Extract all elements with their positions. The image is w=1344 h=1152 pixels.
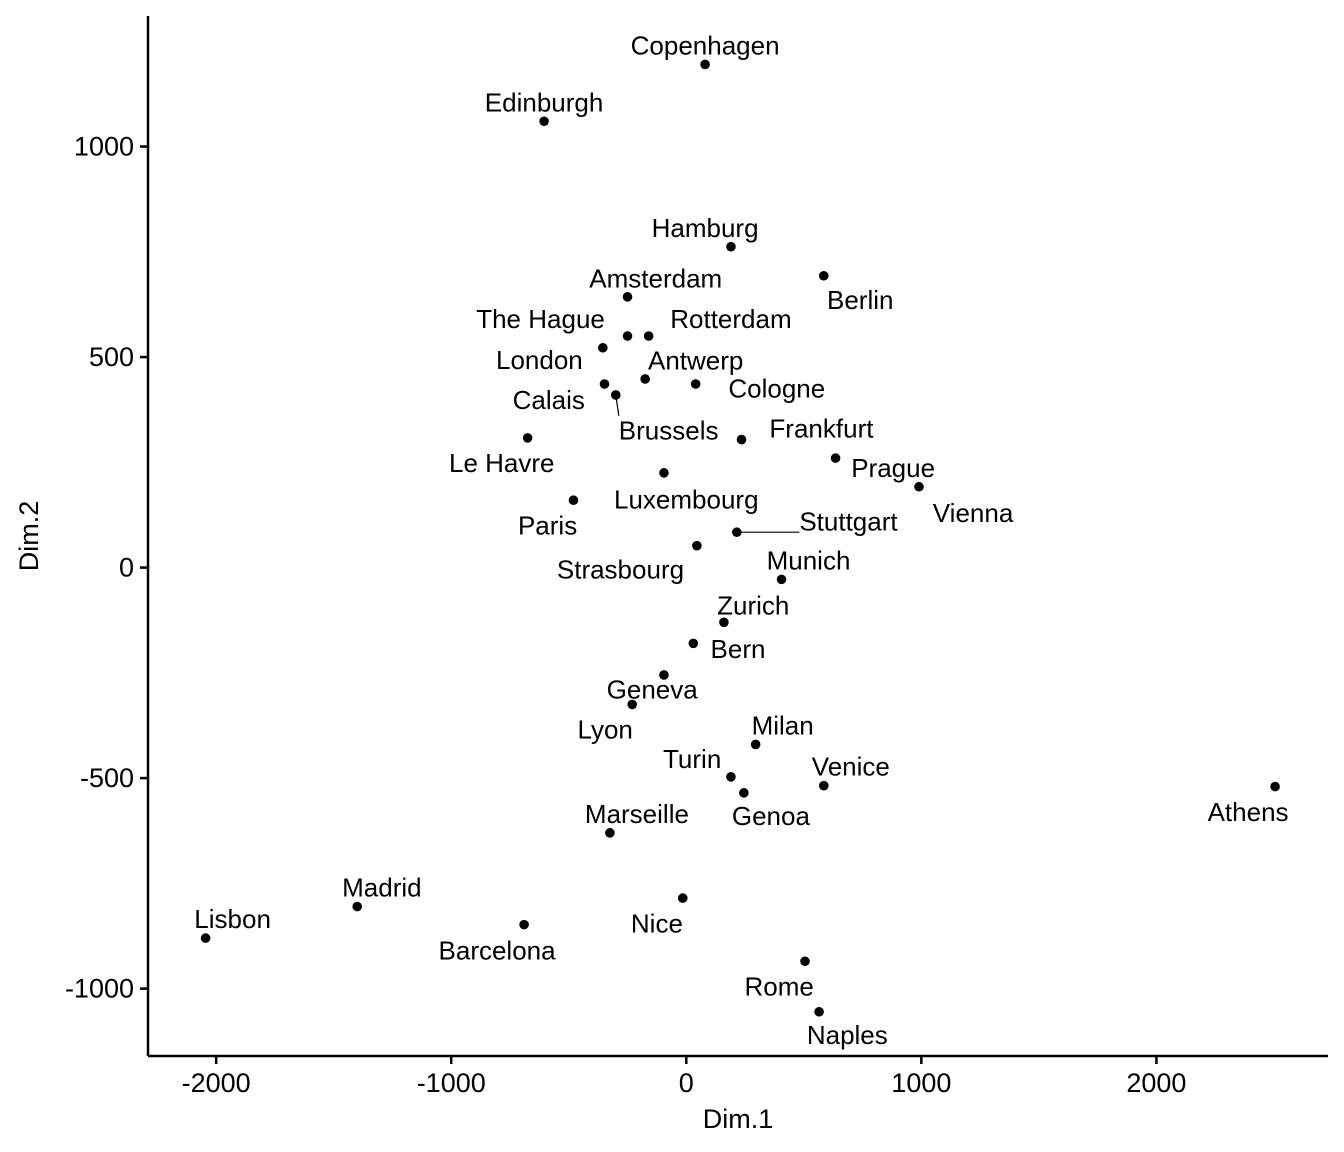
point-edinburgh [539, 116, 549, 127]
x-tick-label: 1000 [891, 1068, 951, 1098]
label-venice: Venice [812, 751, 890, 781]
label-genoa: Genoa [732, 801, 811, 831]
label-munich: Munich [767, 545, 851, 575]
point-nice [677, 893, 688, 903]
point-stuttgart [732, 527, 742, 538]
label-naples: Naples [807, 1020, 888, 1050]
point-london [598, 342, 608, 353]
x-ticks: -2000 -1000 0 1000 2000 [182, 1056, 1186, 1098]
point-copenhagen [700, 59, 710, 70]
label-athens: Athens [1208, 797, 1289, 827]
label-prague: Prague [851, 453, 935, 483]
label-amsterdam: Amsterdam [589, 263, 722, 293]
point-barcelona [519, 919, 529, 930]
point-amsterdam [622, 292, 633, 302]
y-tick-label: 1000 [74, 132, 134, 162]
label-madrid: Madrid [342, 873, 421, 903]
point-geneva [659, 670, 669, 680]
point-antwerp [640, 374, 650, 384]
point-vienna [914, 481, 924, 492]
point-paris [568, 495, 579, 506]
point-frankfurt [736, 434, 747, 445]
point-bern [688, 638, 699, 649]
point-hamburg [726, 241, 736, 252]
label-geneva: Geneva [607, 675, 699, 705]
y-axis-title: Dim.2 [14, 501, 44, 572]
point-munich [776, 574, 787, 585]
point-prague [830, 453, 841, 463]
label-cologne: Cologne [728, 374, 825, 404]
label-paris: Paris [518, 510, 577, 540]
point-marseille [605, 828, 615, 838]
label-rome: Rome [744, 972, 813, 1002]
label-edinburgh: Edinburgh [485, 87, 604, 117]
point-rotterdam [643, 331, 654, 341]
label-vienna: Vienna [933, 498, 1014, 528]
label-milan: Milan [752, 710, 814, 740]
point-naples [814, 1006, 824, 1017]
data-points [200, 59, 1280, 1017]
point-berlin [818, 270, 829, 281]
point-labels: Copenhagen Edinburgh Hamburg Berlin Amsterda… [194, 30, 1288, 1049]
label-brussels: Brussels [619, 416, 719, 446]
x-axis-title: Dim.1 [703, 1104, 774, 1134]
point-lisbon [200, 933, 211, 943]
point-calais [599, 379, 610, 389]
label-london: London [496, 345, 583, 375]
label-barcelona: Barcelona [439, 936, 557, 966]
y-ticks: -1000 -500 0 500 1000 [65, 132, 148, 1004]
label-bern: Bern [711, 634, 766, 664]
label-le-havre: Le Havre [449, 448, 555, 478]
point-zurich [719, 617, 729, 628]
y-tick-label: 500 [89, 342, 134, 372]
label-lisbon: Lisbon [194, 904, 271, 934]
label-zurich: Zurich [717, 590, 789, 620]
point-milan [750, 739, 761, 750]
label-turin: Turin [663, 744, 721, 774]
point-turin [726, 772, 736, 782]
label-luxembourg: Luxembourg [614, 484, 759, 514]
label-copenhagen: Copenhagen [631, 30, 780, 60]
point-lyon [627, 699, 638, 710]
point-genoa [739, 788, 749, 798]
point-athens [1270, 781, 1280, 792]
point-strasbourg [692, 540, 702, 551]
point-venice [818, 780, 829, 791]
point-le-havre [522, 433, 533, 443]
label-nice: Nice [631, 908, 683, 938]
label-lyon: Lyon [577, 715, 632, 745]
point-rome [800, 956, 810, 967]
label-strasbourg: Strasbourg [557, 555, 684, 585]
point-the-hague [622, 331, 633, 341]
label-rotterdam: Rotterdam [670, 304, 791, 334]
label-the-hague: The Hague [476, 304, 605, 334]
x-tick-label: -2000 [182, 1068, 251, 1098]
point-luxembourg [659, 468, 669, 478]
label-marseille: Marseille [585, 799, 689, 829]
label-frankfurt: Frankfurt [769, 414, 874, 444]
label-hamburg: Hamburg [652, 213, 759, 243]
label-berlin: Berlin [827, 285, 893, 315]
axes [146, 16, 1328, 1058]
label-stuttgart: Stuttgart [799, 506, 898, 536]
point-cologne [690, 379, 701, 389]
y-tick-label: 0 [119, 553, 134, 583]
x-tick-label: 2000 [1126, 1068, 1186, 1098]
y-tick-label: -500 [80, 763, 134, 793]
x-tick-label: -1000 [417, 1068, 486, 1098]
label-calais: Calais [513, 385, 585, 415]
x-tick-label: 0 [679, 1068, 694, 1098]
label-antwerp: Antwerp [648, 345, 743, 375]
y-tick-label: -1000 [65, 974, 134, 1004]
point-madrid [352, 901, 363, 912]
point-brussels [610, 390, 621, 400]
